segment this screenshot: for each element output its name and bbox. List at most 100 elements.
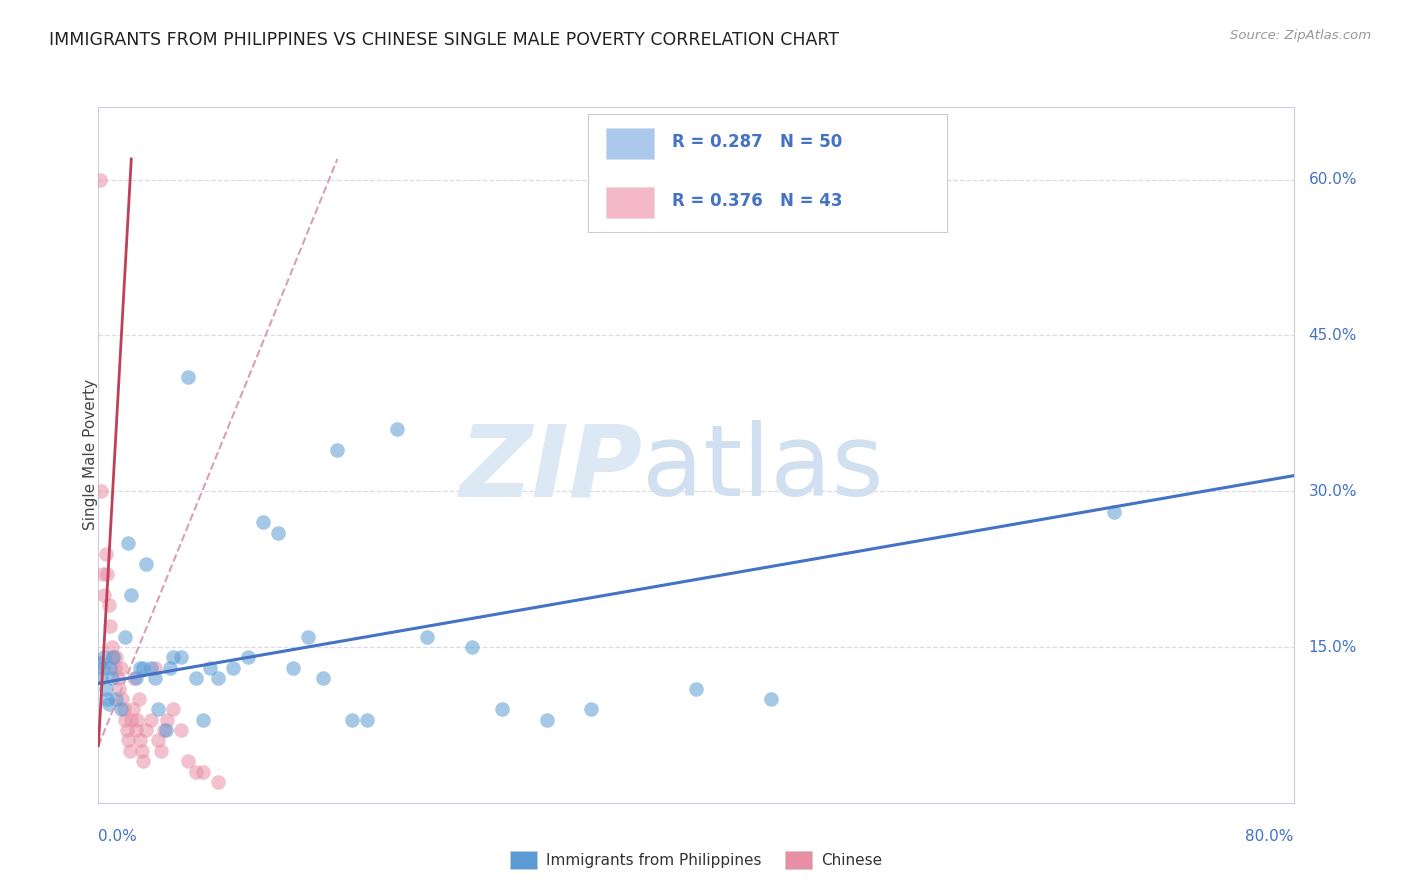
- Point: [103, 650, 125, 665]
- Point: [90, 484, 112, 499]
- Point: [97, 697, 120, 711]
- Point: [759, 692, 782, 706]
- Text: IMMIGRANTS FROM PHILIPPINES VS CHINESE SINGLE MALE POVERTY CORRELATION CHART: IMMIGRANTS FROM PHILIPPINES VS CHINESE S…: [49, 31, 839, 49]
- Point: [297, 630, 319, 644]
- Point: [159, 661, 181, 675]
- Point: [191, 764, 214, 779]
- Point: [200, 661, 222, 675]
- Point: [177, 370, 200, 384]
- Legend: Immigrants from Philippines, Chinese: Immigrants from Philippines, Chinese: [503, 846, 889, 875]
- Point: [311, 671, 333, 685]
- Point: [461, 640, 484, 654]
- Point: [150, 744, 173, 758]
- Text: atlas: atlas: [643, 420, 884, 517]
- Point: [169, 650, 191, 665]
- Point: [236, 650, 259, 665]
- Point: [416, 630, 439, 644]
- Point: [90, 671, 112, 685]
- Point: [169, 723, 191, 738]
- Point: [326, 442, 349, 457]
- Point: [105, 692, 128, 706]
- Point: [108, 681, 131, 696]
- Point: [94, 547, 117, 561]
- Point: [117, 536, 139, 550]
- Text: R = 0.376   N = 43: R = 0.376 N = 43: [672, 192, 842, 210]
- Point: [207, 671, 229, 685]
- Point: [685, 681, 707, 696]
- Text: 15.0%: 15.0%: [1309, 640, 1357, 655]
- Point: [135, 723, 157, 738]
- Point: [132, 661, 155, 675]
- Point: [101, 640, 124, 654]
- Point: [222, 661, 245, 675]
- Point: [129, 661, 152, 675]
- Point: [131, 744, 153, 758]
- FancyBboxPatch shape: [606, 128, 654, 159]
- Text: Source: ZipAtlas.com: Source: ZipAtlas.com: [1230, 29, 1371, 42]
- Point: [97, 599, 120, 613]
- Point: [104, 661, 127, 675]
- Point: [110, 702, 132, 716]
- Point: [129, 733, 152, 747]
- Text: 80.0%: 80.0%: [1246, 829, 1294, 844]
- Point: [491, 702, 513, 716]
- Text: R = 0.287   N = 50: R = 0.287 N = 50: [672, 133, 842, 151]
- Text: 30.0%: 30.0%: [1309, 483, 1357, 499]
- Point: [281, 661, 304, 675]
- Point: [356, 713, 378, 727]
- Point: [110, 661, 132, 675]
- Point: [96, 567, 118, 582]
- Point: [93, 650, 115, 665]
- Point: [101, 671, 124, 685]
- Point: [114, 630, 136, 644]
- Point: [112, 702, 135, 716]
- Point: [117, 733, 139, 747]
- Point: [139, 661, 162, 675]
- Point: [385, 422, 409, 436]
- Point: [184, 764, 207, 779]
- Point: [177, 754, 200, 768]
- Point: [125, 671, 148, 685]
- Point: [94, 681, 117, 696]
- Text: ZIP: ZIP: [460, 420, 643, 517]
- Point: [148, 702, 170, 716]
- Point: [98, 619, 122, 633]
- FancyBboxPatch shape: [606, 187, 654, 219]
- Point: [89, 656, 111, 670]
- Text: 45.0%: 45.0%: [1309, 328, 1357, 343]
- Point: [162, 650, 184, 665]
- Point: [536, 713, 558, 727]
- Point: [128, 692, 150, 706]
- Point: [184, 671, 207, 685]
- Point: [107, 671, 129, 685]
- Point: [115, 723, 138, 738]
- Point: [252, 516, 274, 530]
- Text: 0.0%: 0.0%: [98, 829, 138, 844]
- Point: [1104, 505, 1126, 519]
- Point: [93, 588, 115, 602]
- Point: [121, 702, 143, 716]
- Point: [162, 702, 184, 716]
- Point: [139, 713, 162, 727]
- Point: [103, 650, 125, 665]
- Point: [118, 744, 141, 758]
- Point: [125, 723, 148, 738]
- Point: [156, 713, 179, 727]
- Point: [153, 723, 176, 738]
- FancyBboxPatch shape: [588, 114, 946, 232]
- Text: 60.0%: 60.0%: [1309, 172, 1357, 187]
- Point: [143, 671, 166, 685]
- Point: [96, 692, 118, 706]
- Point: [207, 775, 229, 789]
- Point: [342, 713, 364, 727]
- Point: [155, 723, 177, 738]
- Point: [148, 733, 170, 747]
- Point: [143, 661, 166, 675]
- Point: [124, 671, 146, 685]
- Point: [111, 692, 134, 706]
- Point: [98, 661, 122, 675]
- Point: [267, 525, 290, 540]
- Point: [132, 754, 155, 768]
- Point: [91, 661, 114, 675]
- Point: [91, 567, 114, 582]
